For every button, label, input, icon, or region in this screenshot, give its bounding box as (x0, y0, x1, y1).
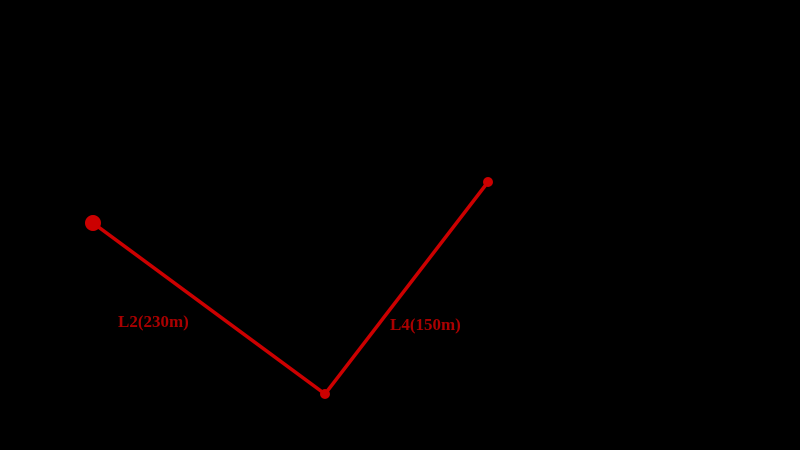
segment-label-l2: L2(230m) (118, 312, 189, 331)
start-node-marker[interactable] (85, 215, 101, 231)
vertex-node-marker[interactable] (320, 389, 330, 399)
segment-line-l4[interactable] (323, 180, 490, 396)
segment-line-l2[interactable] (91, 221, 327, 396)
end-node-marker[interactable] (483, 177, 493, 187)
segment-label-l4: L4(150m) (390, 315, 461, 334)
